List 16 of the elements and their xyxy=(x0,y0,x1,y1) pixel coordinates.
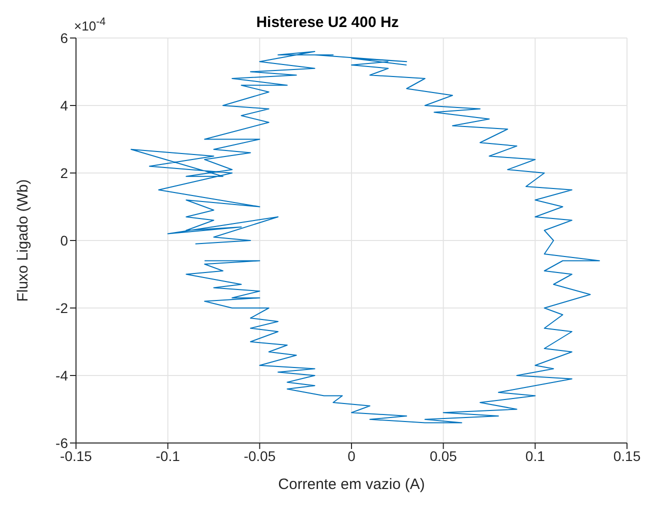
text: ×10$^{-4}$ xyxy=(74,16,106,34)
x-tick-label: 0 xyxy=(348,448,356,464)
chart-title: Histerese U2 400 Hz xyxy=(256,14,399,31)
y-tick-label: -4 xyxy=(56,367,68,384)
x-tick-label: 0.15 xyxy=(613,448,641,464)
y-tick-label: 0 xyxy=(60,232,68,248)
y-tick-label: 4 xyxy=(60,97,68,114)
y-axis-title: Fluxo Ligado (Wb) xyxy=(14,179,32,302)
x-axis-title: Corrente em vazio (A) xyxy=(278,476,425,493)
x-tick-label: 0.1 xyxy=(525,448,546,464)
y-tick-label: -2 xyxy=(56,300,68,316)
y-tick-label: 2 xyxy=(60,164,68,181)
x-tick-label: -0.1 xyxy=(156,448,180,464)
x-tick-label: 0.05 xyxy=(430,448,458,464)
y-tick-label: 6 xyxy=(60,30,68,46)
x-tick-label: -0.05 xyxy=(244,448,276,464)
